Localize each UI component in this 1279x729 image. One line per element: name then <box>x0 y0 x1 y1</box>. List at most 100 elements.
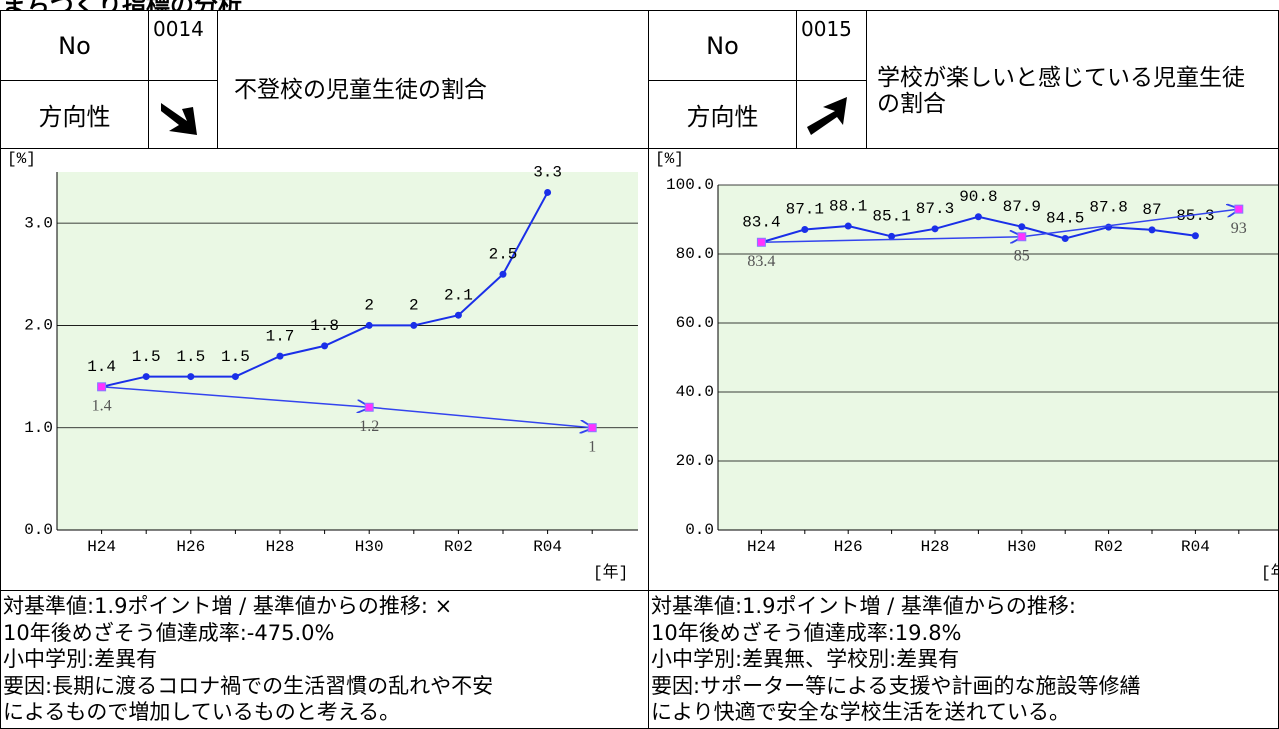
target-label: 1.2 <box>359 418 379 435</box>
value-label: 2.5 <box>489 246 518 264</box>
x-tick-label: H28 <box>266 538 295 556</box>
plot-background <box>57 172 638 530</box>
data-point <box>974 213 982 221</box>
target-arrow <box>101 386 370 407</box>
value-label: 87.1 <box>786 201 824 219</box>
y-tick-label: 0.0 <box>685 521 714 539</box>
value-label: 87 <box>1142 201 1161 219</box>
direction-cell <box>148 80 218 149</box>
data-point <box>142 373 150 381</box>
direction-arrow-down <box>161 103 197 135</box>
value-label: 88.1 <box>829 197 867 215</box>
y-tick-label: 1.0 <box>24 419 53 437</box>
target-point <box>1017 232 1027 242</box>
no-label: No <box>0 10 149 81</box>
x-tick-label: H26 <box>176 538 205 556</box>
target-label: 1 <box>588 438 596 455</box>
value-label: 84.5 <box>1046 210 1084 228</box>
data-point <box>888 232 896 240</box>
target-label: 83.4 <box>747 253 775 270</box>
value-label: 87.9 <box>1003 198 1041 216</box>
data-point <box>931 225 939 233</box>
y-axis-label: [%] <box>655 150 684 168</box>
data-point <box>321 342 329 350</box>
data-point <box>410 321 418 329</box>
value-label: 1.7 <box>266 327 295 345</box>
data-point <box>276 352 284 360</box>
x-tick-label: H28 <box>921 538 950 556</box>
y-tick-label: 60.0 <box>676 314 714 332</box>
note-line: により快適で安全な学校生活を送れている。 <box>651 700 1070 724</box>
x-tick-label: R04 <box>1181 538 1210 556</box>
direction-label: 方向性 <box>0 80 149 149</box>
note-line: 要因:サポーター等による支援や計画的な施設等修繕 <box>651 673 1141 698</box>
target-point <box>756 237 766 247</box>
data-point <box>454 311 462 319</box>
note-line: 小中学別:差異無、学校別:差異有 <box>651 647 960 671</box>
data-point <box>231 373 239 381</box>
x-axis-label: [年] <box>1261 563 1278 582</box>
x-tick-label: R04 <box>533 538 562 556</box>
target-arrow <box>369 406 592 427</box>
note-line: 対基準値:1.9ポイント増 / 基準値からの推移: × <box>3 594 453 618</box>
value-label: 85.1 <box>872 208 910 226</box>
value-label: 1.5 <box>132 348 161 366</box>
data-point <box>801 226 809 234</box>
y-axis-label: [%] <box>7 150 36 168</box>
note-line: によるもので増加しているものと考える。 <box>3 700 401 724</box>
data-point <box>1148 226 1156 234</box>
notes: 対基準値:1.9ポイント増 / 基準値からの推移: × 10年後めざそう値達成率:… <box>0 590 649 729</box>
value-label: 87.3 <box>916 200 954 218</box>
note-line: 要因:長期に渡るコロナ禍での生活習慣の乱れや不安 <box>3 673 494 698</box>
x-tick-label: H30 <box>1007 538 1036 556</box>
value-label: 2 <box>364 297 374 315</box>
data-point <box>1105 223 1113 231</box>
value-label: 1.5 <box>221 348 250 366</box>
value-label: 1.5 <box>176 348 205 366</box>
target-point <box>587 423 597 433</box>
notes: 対基準値:1.9ポイント増 / 基準値からの推移: 10年後めざそう値達成率:19… <box>648 590 1279 729</box>
indicator-title: 学校が楽しいと感じている児童生徒の割合 <box>866 10 1279 149</box>
data-point <box>544 188 552 196</box>
target-arrow <box>1021 209 1239 238</box>
value-label: 1.8 <box>310 317 339 335</box>
x-tick-label: H30 <box>355 538 384 556</box>
no-label: No <box>648 10 797 81</box>
target-point <box>97 382 107 392</box>
note-line: 小中学別:差異有 <box>3 647 158 671</box>
x-tick-label: H26 <box>834 538 863 556</box>
indicator-no: 0015 <box>796 10 867 81</box>
x-tick-label: H24 <box>87 538 116 556</box>
value-label: 85.3 <box>1176 207 1214 225</box>
data-point <box>187 373 195 381</box>
indicator-title: 不登校の児童生徒の割合 <box>217 10 649 149</box>
chart: [%] [年] 0.0 1.0 2.0 3.0 H24 H26 H28 H30 R02 R04 1.4 1… <box>7 150 638 582</box>
data-point <box>1018 223 1026 231</box>
data-point <box>1061 234 1069 242</box>
direction-label: 方向性 <box>648 80 797 149</box>
target-label: 1.4 <box>92 397 112 414</box>
note-line: 10年後めざそう値達成率:19.8% <box>651 620 962 645</box>
value-label: 2.1 <box>444 286 473 304</box>
value-label: 2 <box>409 297 419 315</box>
target-arrow <box>761 237 1021 243</box>
indicator-no: 0014 <box>148 10 218 81</box>
data-point <box>1191 232 1199 240</box>
note-line: 10年後めざそう値達成率:-475.0% <box>3 620 335 645</box>
x-axis-label: [年] <box>593 563 628 582</box>
y-tick-label: 3.0 <box>24 214 53 232</box>
y-tick-label: 40.0 <box>676 383 714 401</box>
value-label: 3.3 <box>533 164 562 182</box>
target-label: 85 <box>1014 247 1030 264</box>
target-label: 93 <box>1231 220 1247 237</box>
data-point <box>844 222 852 230</box>
chart: [%] [年] 0.0 20.0 40.0 60.0 80.0 100.0 H24 H26 H28 H… <box>655 150 1278 582</box>
target-point <box>1234 204 1244 214</box>
data-point <box>365 321 373 329</box>
value-label: 1.4 <box>87 358 116 376</box>
x-tick-label: R02 <box>1094 538 1123 556</box>
value-label: 87.8 <box>1089 198 1127 216</box>
direction-arrow-up <box>807 97 847 135</box>
y-tick-label: 20.0 <box>676 452 714 470</box>
